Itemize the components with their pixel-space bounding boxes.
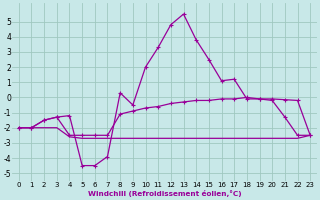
X-axis label: Windchill (Refroidissement éolien,°C): Windchill (Refroidissement éolien,°C)	[88, 190, 241, 197]
